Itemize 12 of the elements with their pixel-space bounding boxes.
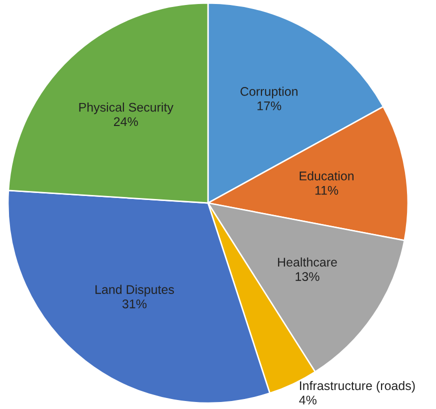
slice-label: Land Disputes xyxy=(96,284,174,296)
slice-label: Infrastructure (roads) xyxy=(300,380,415,393)
data-label: 31% xyxy=(122,300,147,308)
slice-label: Healthcare xyxy=(278,257,337,267)
data-label: 24% xyxy=(114,117,138,126)
slice-label: Education xyxy=(300,171,354,180)
data-label: 17% xyxy=(258,101,282,110)
data-label: 13% xyxy=(296,272,320,281)
slice-label: Corruption xyxy=(240,86,298,98)
data-label: 4% xyxy=(299,396,316,404)
data-label: 11% xyxy=(315,186,338,195)
slice-label: Physical Security xyxy=(79,102,174,114)
